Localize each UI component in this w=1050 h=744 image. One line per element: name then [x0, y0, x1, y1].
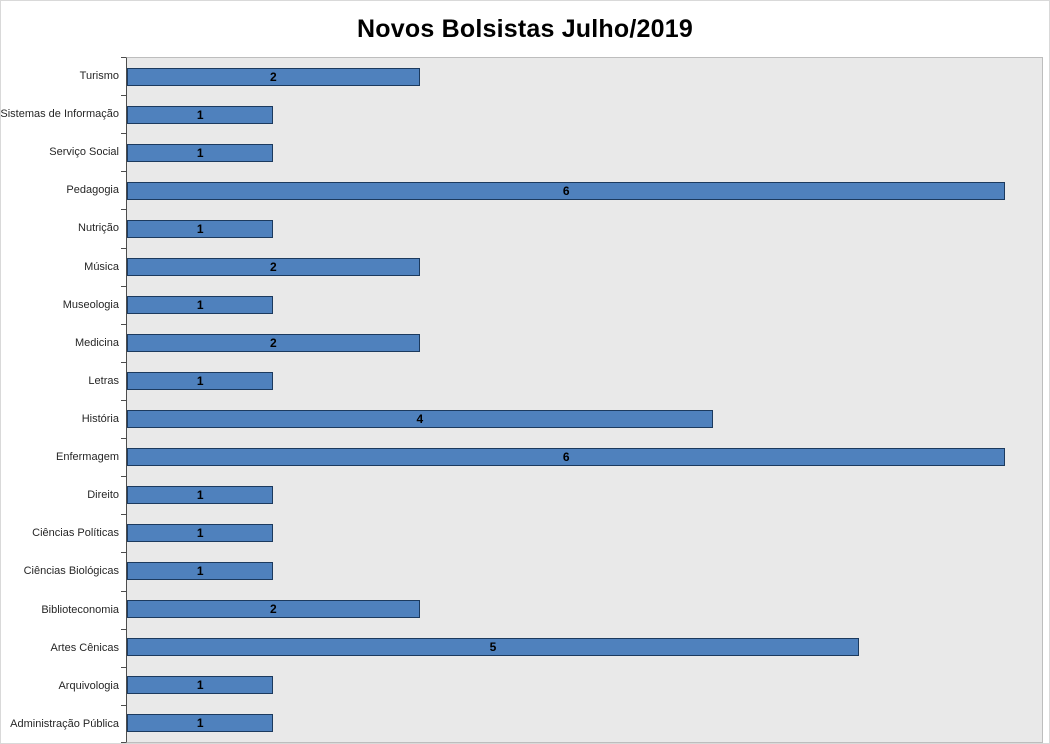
category-label: Pedagogia [66, 184, 119, 197]
bar-row: 1 [127, 514, 1042, 552]
bar-value-label: 1 [196, 488, 204, 502]
bar-row: 5 [127, 628, 1042, 666]
bar-value-label: 2 [270, 336, 277, 350]
bar: 1 [127, 106, 274, 124]
bar: 1 [127, 372, 274, 390]
chart-title: Novos Bolsistas Julho/2019 [357, 14, 693, 43]
bar-row: 1 [127, 552, 1042, 590]
category-label: Arquivologia [58, 679, 119, 692]
category-axis: Turismo Sistemas de Informação Serviço Soc… [1, 57, 126, 743]
bar-row: 2 [127, 58, 1042, 96]
bar-value-label: 1 [196, 564, 204, 578]
bar: 5 [127, 638, 859, 656]
axis-tick [121, 400, 126, 401]
category-label: História [81, 413, 119, 426]
category-label: Sistemas de Informação [1, 108, 119, 121]
category-label: Biblioteconomia [41, 603, 119, 616]
bar: 6 [127, 182, 1006, 200]
bar: 6 [127, 448, 1006, 466]
bar-value-label: 1 [196, 716, 204, 730]
bar-row: 1 [127, 666, 1042, 704]
bar-value-label: 4 [416, 412, 424, 426]
bar-value-label: 1 [196, 374, 204, 388]
bar: 2 [127, 334, 420, 352]
category-label: Medicina [74, 336, 119, 349]
bar-row: 2 [127, 324, 1042, 362]
category-label: Direito [87, 489, 119, 502]
category-label: Ciências Políticas [32, 527, 119, 540]
bar-value-label: 1 [196, 678, 204, 692]
axis-tick [121, 209, 126, 211]
bar: 2 [127, 68, 420, 86]
bar-row: 1 [127, 476, 1042, 514]
axis-tick [121, 95, 126, 97]
bar-row: 2 [127, 248, 1042, 286]
bar: 1 [127, 486, 274, 504]
bar-value-label: 2 [270, 602, 277, 616]
category-label: Nutrição [78, 222, 119, 235]
bar-row: 1 [127, 134, 1042, 172]
bar-value-label: 1 [196, 222, 204, 236]
axis-tick [121, 171, 126, 173]
bar-value-label: 1 [196, 108, 204, 122]
bar: 2 [127, 600, 420, 618]
bar-value-label: 2 [270, 70, 277, 84]
axis-tick [121, 704, 126, 706]
category-label: Museologia [62, 298, 119, 311]
bar-row: 6 [127, 172, 1042, 210]
bar: 1 [127, 296, 274, 314]
axis-tick [121, 666, 126, 668]
category-label: Música [84, 260, 119, 273]
bar: 1 [127, 714, 274, 732]
axis-tick [121, 133, 126, 135]
axis-tick [121, 742, 126, 743]
bar: 1 [127, 676, 274, 694]
category-label: Artes Cênicas [50, 641, 119, 654]
bar-row: 1 [127, 210, 1042, 248]
bar-value-label: 1 [196, 146, 204, 160]
bar-value-label: 6 [562, 184, 570, 198]
bar: 1 [127, 524, 274, 542]
bar-row: 2 [127, 590, 1042, 628]
axis-tick [121, 361, 126, 363]
bar: 2 [127, 258, 420, 276]
bar-row: 1 [127, 704, 1042, 742]
category-label: Letras [88, 374, 119, 387]
axis-tick [121, 628, 126, 630]
bar-row: 1 [127, 286, 1042, 324]
category-label: Administração Pública [10, 717, 119, 730]
bar-value-label: 2 [270, 260, 277, 274]
category-label: Serviço Social [49, 146, 119, 159]
bar: 1 [127, 562, 274, 580]
bar-value-label: 1 [196, 298, 204, 312]
axis-tick [121, 552, 126, 554]
axis-tick [121, 285, 126, 287]
axis-tick [121, 514, 126, 516]
axis-tick [121, 476, 126, 478]
bar-row: 1 [127, 362, 1042, 400]
bar: 4 [127, 410, 713, 428]
bar-row: 4 [127, 400, 1042, 438]
axis-tick [121, 247, 126, 249]
bar: 1 [127, 220, 274, 238]
bar-value-label: 1 [196, 526, 204, 540]
axis-tick [121, 438, 126, 440]
category-label: Turismo [79, 70, 119, 83]
category-label: Enfermagem [56, 451, 119, 464]
bar-value-label: 5 [489, 640, 497, 654]
axis-tick [121, 323, 126, 325]
bar: 1 [127, 144, 274, 162]
bar-value-label: 6 [562, 450, 570, 464]
bar-row: 1 [127, 96, 1042, 134]
axis-tick [121, 57, 126, 58]
category-label: Ciências Biológicas [23, 565, 119, 578]
bar-row: 6 [127, 438, 1042, 476]
axis-tick [121, 590, 126, 592]
chart-body: Turismo Sistemas de Informação Serviço Soc… [1, 57, 1049, 743]
